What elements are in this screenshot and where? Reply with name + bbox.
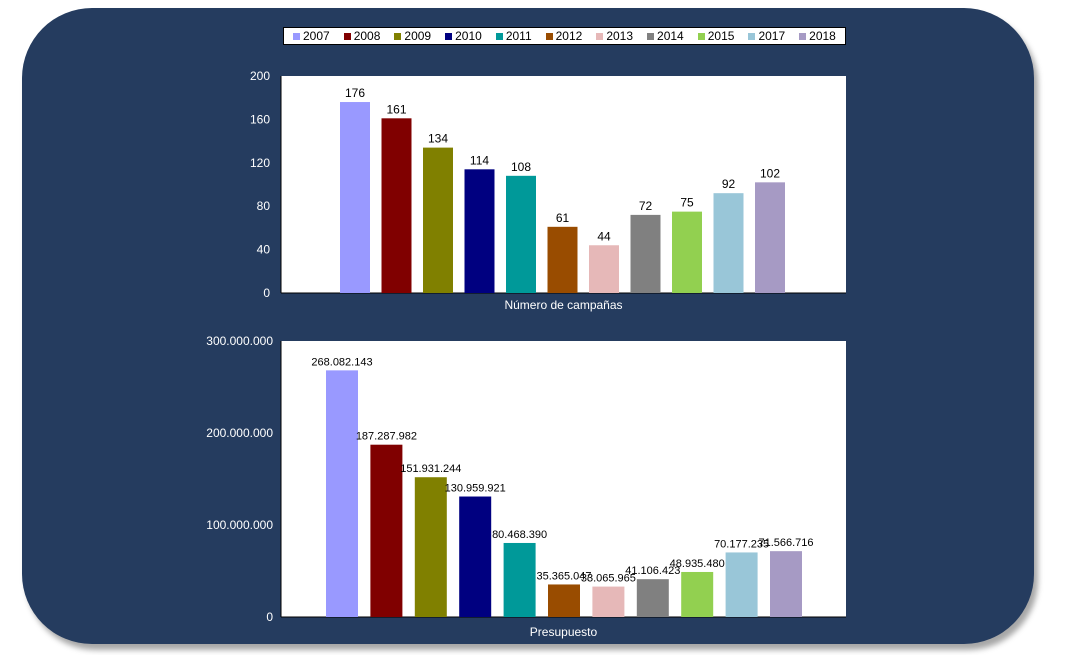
legend-label: 2013: [606, 29, 634, 43]
bar-2009: [423, 147, 453, 293]
data-label-2010: 130.959.921: [445, 483, 506, 495]
data-label-2007: 268.082.143: [311, 356, 372, 368]
data-label-2013: 44: [597, 229, 611, 243]
data-label-2015: 75: [680, 196, 694, 210]
data-label-2011: 80.468.390: [492, 529, 547, 541]
data-label-2009: 134: [428, 132, 448, 146]
bar-2011: [506, 175, 536, 293]
legend-label: 2010: [455, 29, 482, 43]
bar-2017: [713, 193, 744, 293]
legend-label: 2008: [353, 29, 381, 43]
legend-swatch: [748, 32, 756, 40]
x-axis-label: Número de campañas: [504, 298, 622, 312]
y-tick-label: 0: [266, 610, 273, 624]
data-label-2007: 176: [345, 86, 365, 100]
data-label-2012: 35.365.047: [536, 570, 591, 582]
legend-item-2007: 2007: [293, 29, 330, 43]
legend-item-2018: 2018: [799, 29, 836, 43]
bar-2010: [459, 496, 492, 617]
bar-2008: [370, 444, 403, 617]
bar-2013: [589, 245, 619, 293]
y-tick-label: 0: [263, 286, 270, 300]
legend-label: 2015: [707, 29, 735, 43]
bar-2012: [548, 584, 580, 617]
bar-2017: [725, 552, 758, 617]
bar-2011: [503, 542, 536, 617]
data-label-2014: 72: [639, 199, 653, 213]
legend-item-2009: 2009: [394, 29, 431, 43]
data-label-2015: 48.935.480: [670, 558, 725, 570]
bar-2013: [592, 586, 625, 617]
legend-label: 2007: [303, 29, 330, 43]
legend: 2007 2008 2009 2010 2011 2012 2013 2014 2015 2017…: [283, 27, 846, 45]
legend-item-2013: 2013: [596, 29, 633, 43]
bar-2018: [770, 551, 802, 617]
legend-swatch: [445, 32, 453, 40]
data-label-2018: 102: [760, 166, 780, 180]
data-label-2009: 151.931.244: [400, 463, 461, 475]
legend-swatch: [697, 32, 705, 40]
legend-label: 2018: [809, 29, 836, 43]
legend-swatch: [545, 32, 553, 40]
bar-2007: [340, 102, 370, 293]
legend-label: 2011: [505, 29, 532, 43]
legend-item-2012: 2012: [545, 29, 583, 43]
data-label-2018: 71.566.716: [758, 537, 813, 549]
bar-2015: [681, 571, 714, 617]
y-tick-label: 40: [257, 243, 271, 257]
y-tick-label: 200.000.000: [206, 426, 273, 440]
legend-swatch: [495, 32, 503, 40]
legend-label: 2014: [657, 29, 684, 43]
y-tick-label: 120: [250, 156, 270, 170]
data-label-2013: 33.065.965: [581, 573, 636, 585]
data-label-2012: 61: [556, 211, 570, 225]
bar-2018: [755, 182, 785, 293]
y-tick-label: 160: [250, 112, 270, 126]
x-axis-label: Presupuesto: [530, 625, 598, 639]
bar-2007: [326, 370, 358, 617]
legend-swatch: [799, 32, 807, 40]
bar-2012: [547, 226, 578, 293]
legend-label: 2009: [404, 29, 432, 43]
legend-item-2008: 2008: [343, 29, 381, 43]
bar-2009: [414, 477, 447, 617]
legend-label: 2012: [555, 29, 583, 43]
data-label-2010: 114: [470, 153, 489, 167]
bar-2014: [630, 214, 661, 293]
bar-2014: [636, 579, 669, 617]
legend-swatch: [394, 32, 402, 40]
bar-2015: [672, 211, 702, 293]
legend-item-2015: 2015: [697, 29, 735, 43]
legend-swatch: [647, 32, 655, 40]
y-tick-label: 300.000.000: [206, 334, 273, 348]
legend-item-2011: 2011: [495, 29, 532, 43]
legend-item-2014: 2014: [647, 29, 684, 43]
data-label-2011: 108: [511, 160, 531, 174]
legend-label: 2017: [758, 29, 786, 43]
y-tick-label: 80: [257, 199, 271, 213]
y-tick-label: 200: [250, 69, 270, 83]
legend-item-2017: 2017: [748, 29, 785, 43]
y-tick-label: 100.000.000: [206, 518, 273, 532]
legend-swatch: [293, 32, 300, 40]
data-label-2017: 92: [722, 177, 736, 191]
legend-item-2010: 2010: [445, 29, 482, 43]
data-label-2017: 70.177.235: [714, 538, 769, 550]
legend-swatch: [596, 32, 604, 40]
data-label-2008: 161: [386, 102, 406, 116]
data-label-2008: 187.287.982: [356, 431, 417, 443]
bar-2008: [381, 118, 412, 293]
bar-2010: [464, 169, 495, 293]
data-label-2014: 41.106.423: [625, 565, 680, 577]
legend-swatch: [343, 32, 351, 40]
